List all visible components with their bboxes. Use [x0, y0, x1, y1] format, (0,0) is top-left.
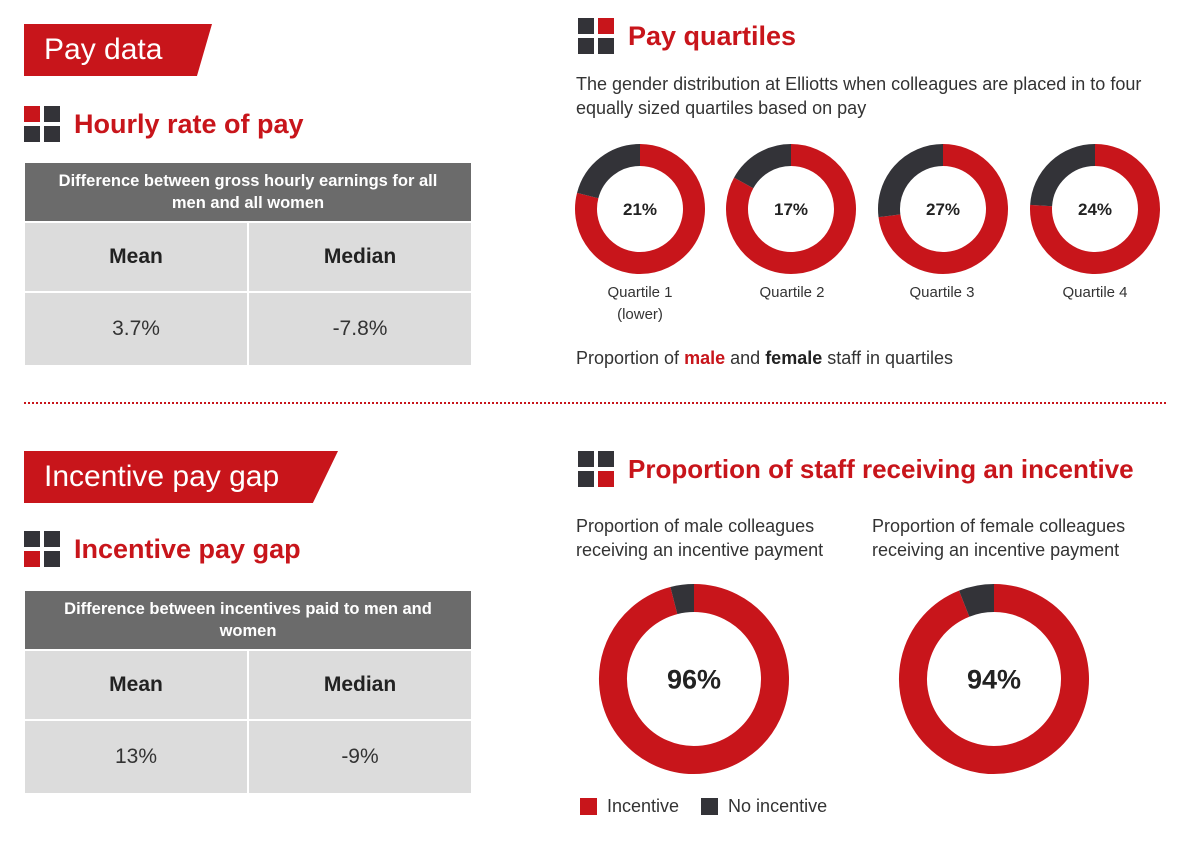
quartile-label: Quartile 3: [872, 282, 1012, 304]
hourly-median-header: Median: [249, 223, 471, 291]
legend-swatch-no-incentive: [701, 798, 719, 815]
quartile-donut-1-center-label: 21%: [623, 200, 657, 219]
hourly-median-value: -7.8%: [249, 293, 471, 365]
incentive-mean-header: Mean: [25, 651, 247, 719]
quartile-donut-chart: 21% 17% 27% 24%: [575, 144, 1160, 274]
hourly-gap-table: Difference between gross hourly earnings…: [25, 163, 471, 365]
incentive-gap-title: Incentive pay gap: [74, 533, 301, 564]
incentive-pay-gap-banner: Incentive pay gap: [24, 451, 338, 503]
quartiles-caption: Proportion of male and female staff in q…: [576, 346, 1136, 370]
grid-squares-icon: [578, 18, 614, 54]
quartile-label-line: Quartile 2: [759, 284, 825, 301]
quartile-donut-2-red-slice: [726, 144, 856, 274]
quartile-donut-4-red-slice: [1030, 144, 1160, 274]
quartile-donut-2-center-label: 17%: [774, 200, 808, 219]
incentive-median-header: Median: [249, 651, 471, 719]
caption-prefix: Proportion of: [576, 348, 680, 368]
quartile-donut-2-dark-slice: [734, 144, 792, 189]
incentive-mean-value: 13%: [25, 721, 247, 793]
incentive-donut-1-red-slice: [599, 584, 789, 774]
quartile-donut-3-red-slice: [878, 144, 1008, 274]
female-incentive-label: Proportion of female colleagues receivin…: [872, 516, 1126, 560]
hourly-rate-title: Hourly rate of pay: [74, 108, 304, 139]
quartile-label: Quartile 2: [722, 282, 862, 304]
hourly-mean-value: 3.7%: [25, 293, 247, 365]
incentive-donut-1-center-label: 96%: [667, 665, 721, 695]
quartile-donut-4-dark-slice: [1030, 144, 1096, 207]
incentive-donut-1-dark-slice: [670, 584, 695, 615]
caption-suffix: staff in quartiles: [827, 348, 953, 368]
incentive-gap-table-header: Difference between incentives paid to me…: [25, 591, 471, 649]
legend-swatch-incentive: [580, 798, 597, 815]
quartile-label-line: Quartile 3: [909, 284, 975, 301]
incentive-gap-table: Difference between incentives paid to me…: [25, 591, 471, 793]
incentive-donut-2-center-label: 94%: [967, 665, 1021, 695]
caption-and: and: [730, 348, 761, 368]
proportion-heading: Proportion of staff receiving an incenti…: [578, 451, 1134, 487]
quartile-donut-3-center-label: 27%: [926, 200, 960, 219]
incentive-donut-chart: 96% 94%: [599, 584, 1089, 774]
incentive-donut-2-dark-slice: [959, 584, 995, 617]
incentive-pay-gap-banner-label: Incentive pay gap: [44, 460, 280, 493]
pay-quartiles-heading: Pay quartiles: [578, 18, 796, 54]
quartile-label-line: Quartile 1: [607, 284, 673, 301]
pay-quartiles-description: The gender distribution at Elliotts when…: [576, 74, 1142, 118]
pay-data-banner-label: Pay data: [44, 33, 163, 66]
legend-label-incentive: Incentive: [607, 796, 680, 816]
hourly-mean-header: Mean: [25, 223, 247, 291]
quartile-label: Quartile 4: [1025, 282, 1165, 304]
legend-label-no-incentive: No incentive: [728, 796, 828, 816]
incentive-median-value: -9%: [249, 721, 471, 793]
pay-data-banner: Pay data: [24, 24, 212, 76]
incentive-gap-heading: Incentive pay gap: [24, 531, 301, 567]
quartile-label-line: Quartile 4: [1062, 284, 1128, 301]
grid-squares-icon: [578, 451, 614, 487]
caption-female: female: [765, 348, 823, 368]
grid-squares-icon: [24, 106, 60, 142]
quartile-donut-4-center-label: 24%: [1078, 200, 1112, 219]
proportion-title: Proportion of staff receiving an incenti…: [628, 453, 1134, 484]
quartile-label: Quartile 1 (lower): [570, 282, 710, 326]
quartile-donut-1-dark-slice: [577, 144, 641, 199]
quartile-donut-3-dark-slice: [878, 144, 944, 218]
hourly-rate-heading: Hourly rate of pay: [24, 106, 304, 142]
hourly-gap-table-header: Difference between gross hourly earnings…: [25, 163, 471, 221]
pay-quartiles-title: Pay quartiles: [628, 20, 797, 51]
chart-legend: Incentive No incentive: [580, 796, 827, 817]
incentive-donut-2-red-slice: [899, 584, 1089, 774]
caption-male: male: [684, 348, 726, 368]
section-divider: [24, 402, 1166, 404]
quartile-label-line: (lower): [617, 306, 663, 323]
quartile-donut-1-red-slice: [575, 144, 705, 274]
grid-squares-icon: [24, 531, 60, 567]
male-incentive-label: Proportion of male colleagues receiving …: [576, 516, 824, 560]
